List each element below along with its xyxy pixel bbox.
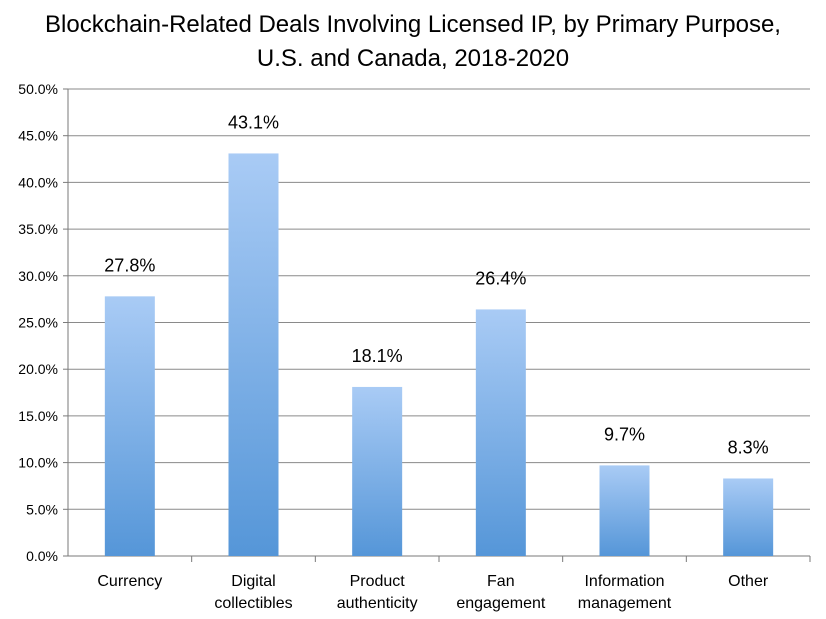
data-label: 26.4% bbox=[475, 268, 526, 288]
y-tick-label: 35.0% bbox=[18, 221, 58, 237]
y-tick-label: 0.0% bbox=[26, 548, 58, 564]
y-tick-label: 20.0% bbox=[18, 361, 58, 377]
x-category-label: Currency bbox=[97, 573, 162, 590]
y-tick-label: 45.0% bbox=[18, 128, 58, 144]
x-category-label: Digital bbox=[231, 573, 275, 590]
bar bbox=[104, 296, 155, 556]
data-label: 8.3% bbox=[728, 437, 769, 457]
y-tick-label: 25.0% bbox=[18, 315, 58, 331]
data-label: 43.1% bbox=[228, 112, 279, 132]
x-category-label: Product bbox=[350, 573, 406, 590]
x-category-label: authenticity bbox=[337, 595, 418, 612]
y-tick-label: 5.0% bbox=[26, 501, 58, 517]
x-category-label: Fan bbox=[487, 573, 515, 590]
y-tick-label: 10.0% bbox=[18, 455, 58, 471]
chart-title-line-2: U.S. and Canada, 2018-2020 bbox=[256, 45, 570, 72]
bar bbox=[723, 478, 774, 556]
chart-title-line-1: Blockchain-Related Deals Involving Licen… bbox=[45, 11, 781, 38]
chart-title: Blockchain-Related Deals Involving Licen… bbox=[0, 8, 826, 76]
bar bbox=[352, 386, 403, 556]
data-label: 9.7% bbox=[604, 424, 645, 444]
x-category-label: collectibles bbox=[214, 595, 292, 612]
x-category-label: engagement bbox=[456, 595, 546, 612]
x-category-label: Other bbox=[728, 573, 769, 590]
x-category-label: Information bbox=[584, 573, 664, 590]
y-tick-label: 40.0% bbox=[18, 174, 58, 190]
data-label: 18.1% bbox=[352, 346, 403, 366]
y-tick-label: 50.0% bbox=[18, 81, 58, 97]
y-tick-label: 15.0% bbox=[18, 408, 58, 424]
bar bbox=[228, 153, 279, 557]
data-label: 27.8% bbox=[104, 255, 155, 275]
y-tick-label: 30.0% bbox=[18, 268, 58, 284]
bar bbox=[599, 465, 650, 556]
x-category-label: management bbox=[578, 595, 672, 612]
bar bbox=[475, 309, 526, 556]
